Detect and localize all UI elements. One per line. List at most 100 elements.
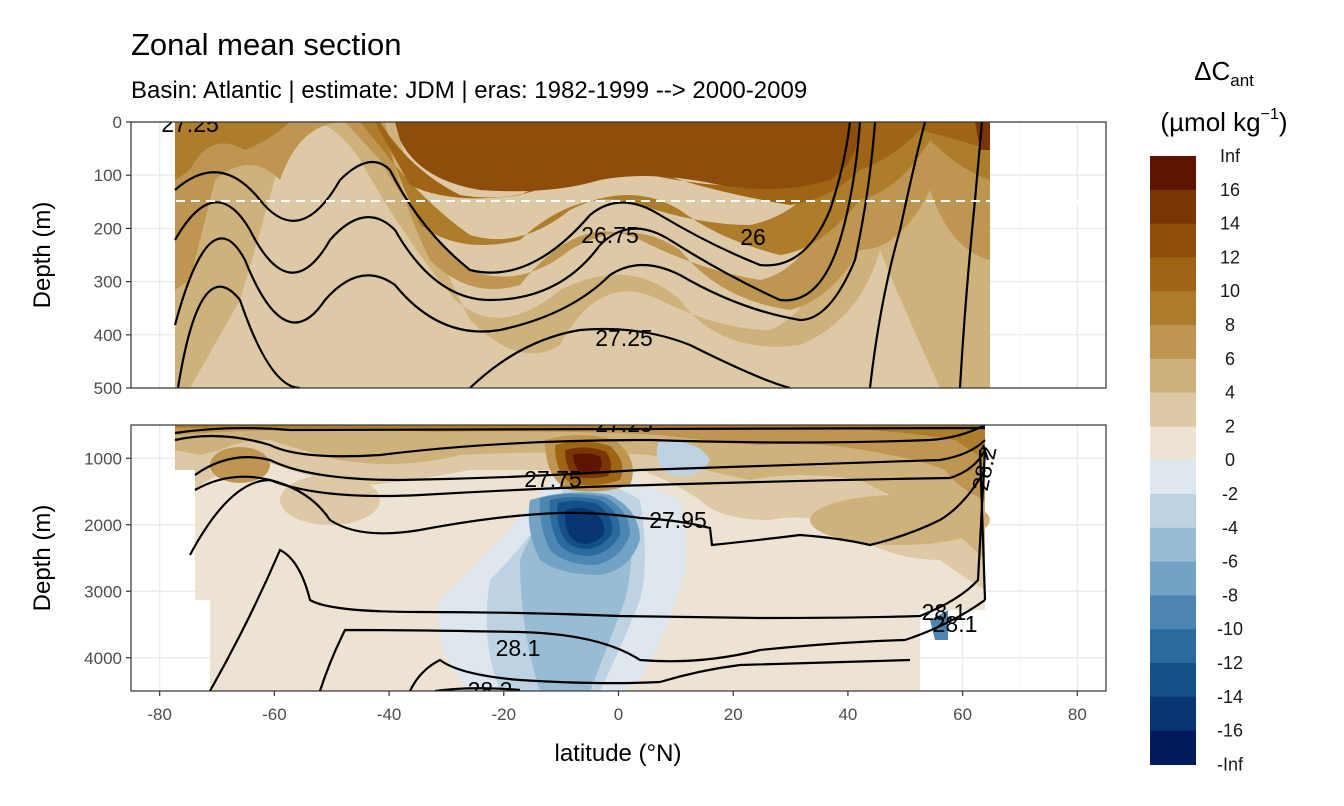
legend-label: -16 bbox=[1217, 721, 1243, 741]
legend-swatch bbox=[1150, 494, 1196, 529]
legend-unit: (µmol kg−1) bbox=[1160, 106, 1287, 137]
legend-title-subscript: ant bbox=[1230, 71, 1254, 90]
lower-density-contours bbox=[174, 425, 990, 691]
legend-label: -4 bbox=[1222, 518, 1238, 538]
y-tick-label: 1000 bbox=[84, 449, 122, 468]
legend-unit-text: (µmol kg bbox=[1160, 107, 1260, 137]
legend-swatches bbox=[1150, 156, 1196, 765]
chart-subtitle: Basin: Atlantic | estimate: JDM | eras: … bbox=[131, 77, 807, 104]
upper-contour-1 bbox=[174, 122, 852, 274]
upper-y-axis-title: Depth (m) bbox=[29, 202, 56, 309]
legend-label: -8 bbox=[1222, 585, 1238, 605]
lower-fill-4-6 bbox=[175, 425, 985, 560]
lower-contour-3 bbox=[194, 439, 986, 482]
legend-label: 0 bbox=[1225, 450, 1235, 470]
legend-label: Inf bbox=[1220, 146, 1241, 166]
contour-label: 28.1 bbox=[922, 599, 967, 625]
upper-contour-7 bbox=[958, 122, 984, 388]
legend-label: 6 bbox=[1225, 349, 1235, 369]
legend-labels: Inf 16 14 12 10 8 6 4 2 0 -2 -4 -6 -8 -10 -12 -14 -16 -Inf bbox=[1217, 146, 1244, 774]
legend-swatch bbox=[1150, 257, 1196, 292]
lower-contour-8 bbox=[409, 658, 911, 691]
upper-y-axis: 0 100 200 300 400 500 bbox=[94, 113, 131, 398]
legend-label: -10 bbox=[1217, 619, 1243, 639]
upper-density-contours bbox=[173, 122, 984, 388]
legend-swatch bbox=[1150, 595, 1196, 630]
y-tick-label: 3000 bbox=[84, 582, 122, 601]
legend-swatch bbox=[1150, 156, 1196, 191]
upper-field: 26.75 26 27.25 27.25 bbox=[131, 111, 1106, 388]
y-tick-label: 200 bbox=[94, 219, 122, 238]
legend-swatch bbox=[1150, 358, 1196, 394]
lower-patch bbox=[656, 440, 710, 476]
upper-panel: 26.75 26 27.25 27.25 0 100 200 300 400 500 De… bbox=[29, 111, 1107, 398]
lower-patch bbox=[930, 610, 948, 640]
legend-swatch bbox=[1150, 629, 1196, 664]
lower-patch bbox=[810, 495, 990, 545]
lower-contour-5 bbox=[189, 469, 986, 556]
contour-label: 27.25 bbox=[595, 325, 653, 351]
chart-title: Zonal mean section bbox=[131, 27, 402, 62]
upper-contour-6 bbox=[868, 122, 927, 388]
upper-panel-border bbox=[130, 121, 1107, 389]
y-tick-label: 100 bbox=[94, 166, 122, 185]
legend-unit-exponent: −1 bbox=[1261, 106, 1279, 123]
y-tick-label: 2000 bbox=[84, 516, 122, 535]
legend-swatch bbox=[1150, 189, 1196, 225]
legend-label: 16 bbox=[1220, 180, 1240, 200]
lower-contour-labels: 27.75 27.95 28.1 28.1 27.25 28.2 28.1 28… bbox=[468, 411, 1002, 703]
contour-label: 27.95 bbox=[649, 507, 707, 533]
legend-swatch bbox=[1150, 730, 1196, 765]
lower-contour-9 bbox=[434, 687, 521, 691]
legend-label: 10 bbox=[1220, 281, 1240, 301]
upper-fill-12-14 bbox=[395, 122, 860, 192]
y-tick-label: 300 bbox=[94, 273, 122, 292]
x-tick-label: -80 bbox=[147, 705, 172, 724]
lower-contour-7 bbox=[318, 599, 986, 691]
x-axis-title: latitude (°N) bbox=[555, 740, 682, 767]
contour-label: 27.75 bbox=[524, 466, 582, 492]
y-tick-label: 500 bbox=[94, 379, 122, 398]
lower-y-axis-title: Depth (m) bbox=[29, 505, 56, 612]
legend-swatch bbox=[1150, 291, 1196, 326]
contour-label: 28.1 bbox=[496, 635, 541, 661]
legend-label: -2 bbox=[1222, 484, 1238, 504]
x-axis: -80 -60 -40 -20 0 20 40 60 80 bbox=[147, 691, 1087, 724]
lower-field: 27.75 27.95 28.1 28.1 27.25 28.2 28.1 28… bbox=[174, 411, 1002, 703]
legend-swatch bbox=[1150, 696, 1196, 732]
lower-contour-2 bbox=[174, 425, 986, 458]
legend-unit-close: ) bbox=[1279, 107, 1288, 137]
contour-label: 27.25 bbox=[595, 411, 653, 437]
legend-label: -14 bbox=[1217, 687, 1243, 707]
legend-swatch bbox=[1150, 392, 1196, 427]
lower-fill-6-8 bbox=[175, 425, 985, 500]
upper-contour-2 bbox=[174, 122, 862, 302]
x-tick-label: -40 bbox=[377, 705, 402, 724]
lower-contour-1 bbox=[174, 426, 986, 435]
contour-label: 26 bbox=[740, 224, 766, 250]
contour-label: 28.2 bbox=[468, 677, 513, 703]
legend-title: ΔCant bbox=[1194, 56, 1254, 90]
legend-swatch bbox=[1150, 527, 1196, 563]
upper-contour-labels: 26.75 26 27.25 27.25 bbox=[161, 111, 766, 351]
contour-label: 28.1 bbox=[933, 611, 978, 637]
legend-swatch bbox=[1150, 663, 1196, 698]
upper-contour-5 bbox=[469, 327, 791, 388]
upper-fill-8-10 bbox=[175, 122, 990, 255]
legend-label: 12 bbox=[1220, 247, 1240, 267]
legend-label: 4 bbox=[1225, 383, 1235, 403]
lower-contour-6 bbox=[209, 449, 987, 691]
y-tick-label: 0 bbox=[113, 113, 122, 132]
lower-panel: 27.75 27.95 28.1 28.1 27.25 28.2 28.1 28… bbox=[29, 411, 1107, 703]
contour-label: 27.25 bbox=[161, 111, 219, 137]
legend-swatch bbox=[1150, 223, 1196, 258]
y-tick-label: 400 bbox=[94, 326, 122, 345]
x-tick-label: 60 bbox=[953, 705, 972, 724]
legend-label: 2 bbox=[1225, 416, 1235, 436]
upper-contour-3 bbox=[173, 122, 877, 333]
legend-swatch bbox=[1150, 325, 1196, 360]
contour-label: 26.75 bbox=[581, 222, 639, 248]
x-tick-label: -20 bbox=[492, 705, 517, 724]
lower-contour-10 bbox=[978, 444, 990, 601]
